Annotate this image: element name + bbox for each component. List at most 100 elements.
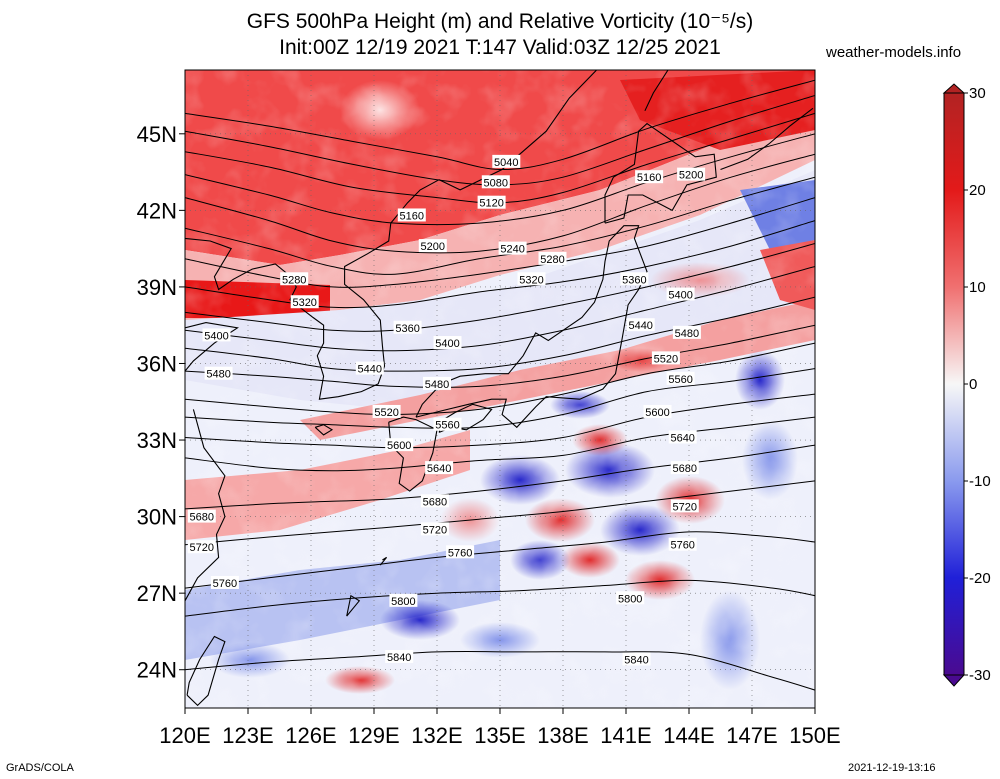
contour-label-5520: 5520 (654, 353, 678, 365)
coastline (186, 635, 226, 707)
contour-label-background (210, 575, 239, 589)
contour-5240 (185, 176, 815, 275)
contour-label-5720: 5720 (673, 501, 697, 513)
contour-5640 (185, 416, 815, 472)
coastline (388, 416, 438, 492)
longitude-axis: 120E 123E 126E 129E 132E 135E 138E 141E 144E 147E… (159, 708, 841, 748)
contour-label-background (677, 167, 706, 181)
contour-5760 (185, 531, 815, 589)
contour-label-background (666, 371, 695, 385)
contour-label-5040: 5040 (494, 157, 518, 169)
coastline (185, 409, 226, 602)
lat-tick-label: 36N (137, 351, 177, 376)
lat-tick-label: 24N (137, 658, 177, 683)
lat-tick-label: 30N (137, 505, 177, 530)
site-credit: weather-models.info (826, 44, 962, 61)
contour-label-background (477, 195, 506, 209)
colorbar-tick-label: -20 (969, 570, 991, 587)
contour-label-5760: 5760 (448, 547, 472, 559)
contour-label-background (670, 499, 699, 513)
software-credit: GrADS/COLA (6, 762, 74, 774)
height-contours: 5040 5080 5120 5160 5160 5200 5200 5240 5280 5280… (185, 79, 815, 691)
contour-label-background (481, 175, 510, 189)
contour-label-background (651, 351, 680, 365)
coastline (314, 424, 334, 436)
contour-label-5600: 5600 (645, 407, 669, 419)
contour-5560 (185, 368, 815, 429)
contour-label-5640: 5640 (427, 463, 451, 475)
contour-label-background (280, 272, 309, 286)
contour-label-background (517, 272, 546, 286)
coastline (720, 107, 814, 171)
coastline (604, 122, 717, 224)
contour-label-5480: 5480 (206, 369, 230, 381)
contour-label-background (446, 545, 475, 559)
colorbar-tick-label: 10 (969, 279, 986, 296)
contour-5680 (185, 444, 815, 510)
contour-label-5360: 5360 (622, 274, 646, 286)
contour-5200 (185, 153, 815, 254)
contour-label-5720: 5720 (423, 524, 447, 536)
lon-tick-label: 150E (789, 723, 840, 748)
colorbar-tick-label: -10 (969, 473, 991, 490)
colorbar-max-arrow (942, 83, 966, 94)
contour-label-background (620, 272, 649, 286)
colorbar-tick-label: 0 (969, 376, 977, 393)
lon-tick-label: 132E (411, 723, 462, 748)
contour-label-5680: 5680 (673, 463, 697, 475)
contour-label-5120: 5120 (479, 198, 503, 210)
contour-label-background (389, 593, 418, 607)
contour-label-background (397, 208, 426, 222)
lat-tick-label: 27N (137, 581, 177, 606)
lat-lon-gridlines (185, 70, 815, 708)
lon-tick-label: 129E (348, 723, 399, 748)
lon-tick-label: 144E (663, 723, 714, 748)
coastline (379, 556, 388, 566)
contour-label-background (425, 461, 454, 475)
latitude-axis: 24N 27N 30N 33N 36N 39N 42N 45N (137, 122, 185, 683)
contour-label-background (187, 509, 216, 523)
contour-label-background (666, 287, 695, 301)
contour-label-background (643, 404, 672, 418)
lon-tick-label: 138E (537, 723, 588, 748)
contour-5360 (185, 243, 815, 332)
contour-5040 (185, 79, 815, 171)
contour-label-5840: 5840 (624, 655, 648, 667)
contour-label-background (668, 430, 697, 444)
colorbar-scale (943, 92, 965, 676)
contour-5840 (185, 651, 815, 691)
contour-label-background (372, 404, 401, 418)
colorbar: 30 20 10 0 -10 -20 -30 (942, 83, 991, 687)
coastline (185, 70, 597, 400)
contour-label-5600: 5600 (387, 440, 411, 452)
contour-label-background (385, 438, 414, 452)
contour-label-5680: 5680 (190, 512, 214, 524)
contour-label-background (355, 361, 384, 375)
contour-5520 (185, 342, 815, 416)
vorticity-field (185, 70, 815, 708)
contour-label-background (420, 522, 449, 536)
contour-label-background (492, 154, 521, 168)
contour-label-background (290, 295, 319, 309)
contour-label-5080: 5080 (484, 177, 508, 189)
contour-label-5280: 5280 (540, 254, 564, 266)
contour-label-5360: 5360 (395, 323, 419, 335)
map-title-line-1: GFS 500hPa Height (m) and Relative Vorti… (246, 10, 754, 33)
contour-label-5760: 5760 (213, 578, 237, 590)
contour-label-background (433, 417, 462, 431)
contour-label-5480: 5480 (425, 379, 449, 391)
contour-label-background (204, 366, 233, 380)
contour-5720 (185, 480, 815, 546)
contour-label-5240: 5240 (500, 244, 524, 256)
contour-label-background (668, 537, 697, 551)
contour-label-background (420, 494, 449, 508)
lon-tick-label: 147E (726, 723, 777, 748)
contour-5480 (185, 324, 815, 388)
lon-tick-label: 123E (222, 723, 273, 748)
contour-label-5800: 5800 (391, 596, 415, 608)
colorbar-tick-label: 20 (969, 182, 986, 199)
contour-label-background (635, 170, 664, 184)
lon-tick-label: 135E (474, 723, 525, 748)
contour-5400 (185, 266, 815, 352)
lat-tick-label: 42N (137, 198, 177, 223)
